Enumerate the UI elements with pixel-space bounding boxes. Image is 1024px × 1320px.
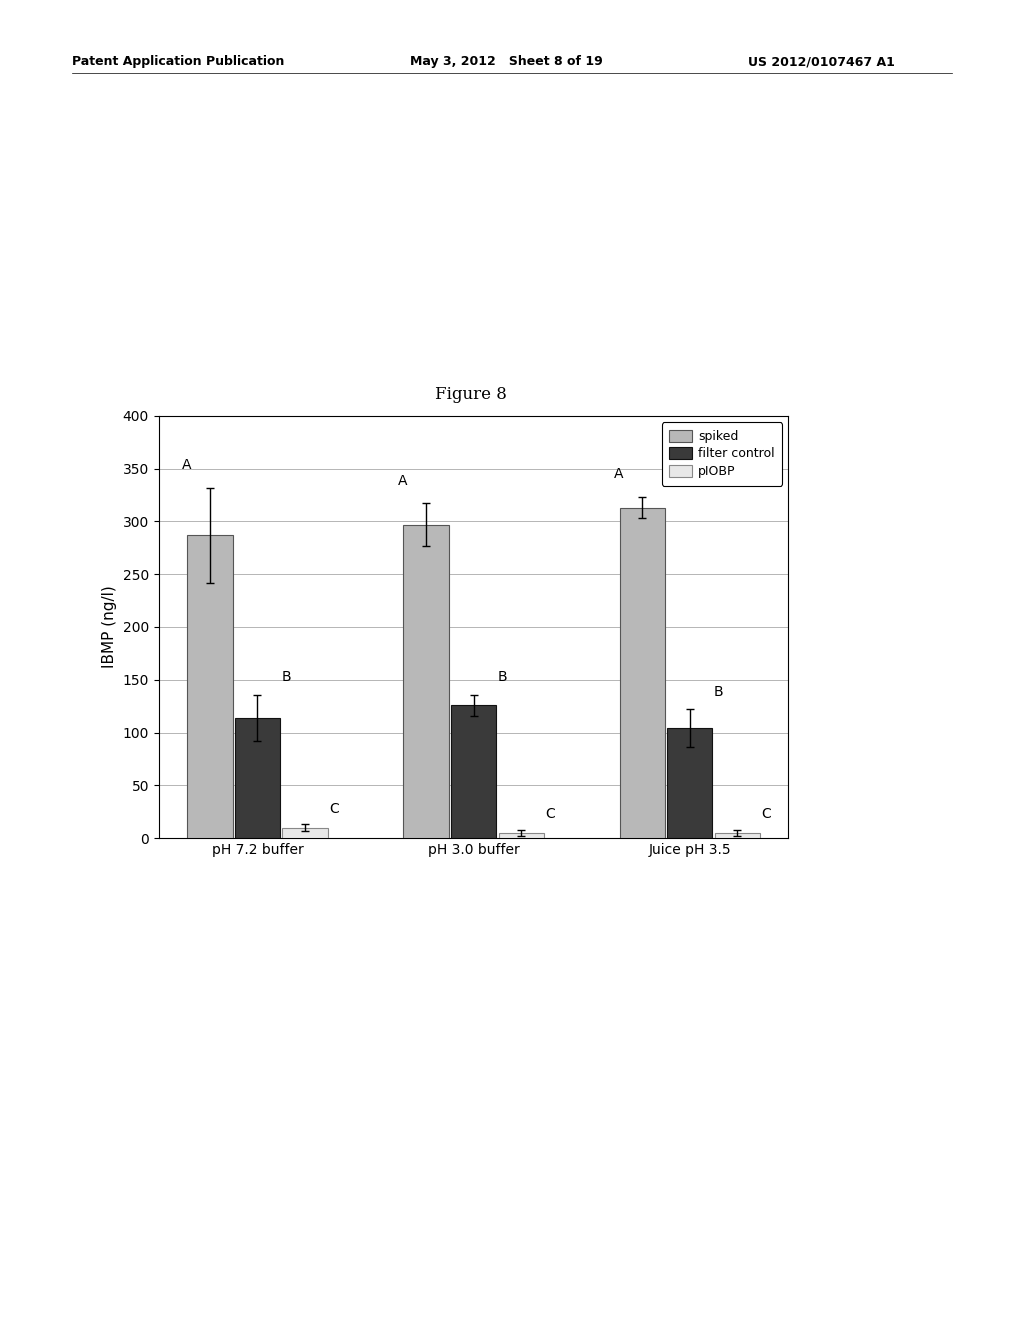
Bar [451, 705, 497, 838]
Text: Patent Application Publication: Patent Application Publication [72, 55, 284, 69]
Text: A: A [397, 474, 407, 487]
Bar [620, 508, 665, 838]
Bar [499, 833, 544, 838]
Bar [234, 718, 280, 838]
Text: C: C [545, 808, 555, 821]
Bar [715, 833, 760, 838]
Text: B: B [282, 671, 291, 684]
Text: B: B [498, 671, 507, 684]
Bar [283, 828, 328, 838]
Text: A: A [181, 458, 190, 471]
Text: C: C [329, 803, 339, 816]
Text: Figure 8: Figure 8 [435, 385, 507, 403]
Bar [403, 524, 449, 838]
Bar [668, 729, 713, 838]
Text: C: C [761, 808, 771, 821]
Legend: spiked, filter control, pIOBP: spiked, filter control, pIOBP [662, 422, 782, 486]
Y-axis label: IBMP (ng/l): IBMP (ng/l) [102, 586, 117, 668]
Text: May 3, 2012   Sheet 8 of 19: May 3, 2012 Sheet 8 of 19 [410, 55, 602, 69]
Text: A: A [613, 467, 624, 482]
Text: US 2012/0107467 A1: US 2012/0107467 A1 [748, 55, 894, 69]
Text: B: B [714, 685, 723, 698]
Bar [187, 535, 232, 838]
